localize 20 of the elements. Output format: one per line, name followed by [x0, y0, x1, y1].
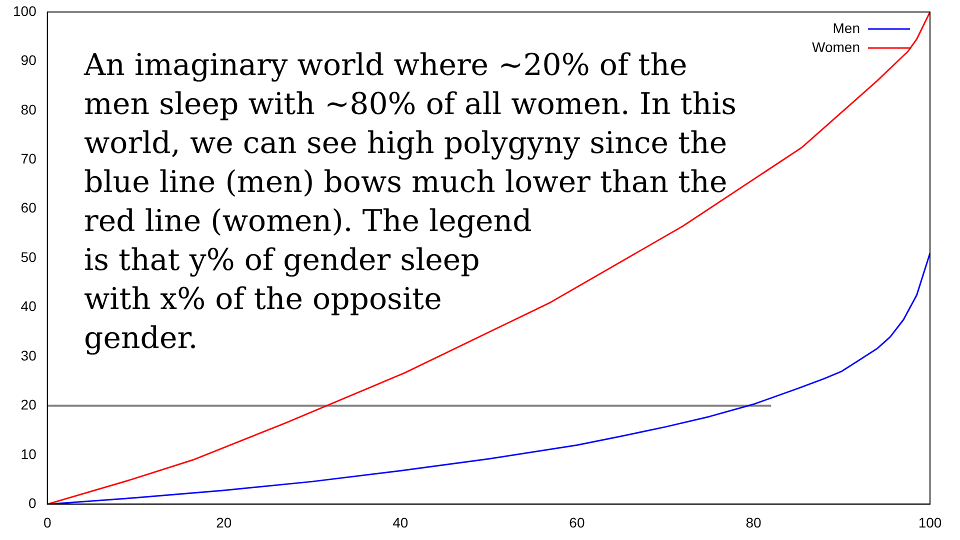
y-tick-label: 30 — [20, 347, 37, 364]
x-tick-label: 60 — [569, 514, 585, 530]
legend-label: Men — [832, 20, 860, 36]
x-tick-label: 100 — [918, 514, 942, 530]
y-tick-label: 50 — [20, 248, 37, 265]
y-tick-label: 60 — [20, 200, 37, 216]
y-tick-label: 10 — [20, 446, 37, 462]
x-tick-label: 0 — [43, 514, 52, 530]
y-tick-label: 70 — [20, 150, 37, 167]
annotation: An imaginary world where ~20% of the men sleep with ~80% of all women. In this world, we can see high polygyny since the blue line (men) bows much lower than the red line (women). The legend is that y% of gender sleep with x% of the opposite gender. — [84, 47, 738, 358]
y-tick-label: 90 — [20, 52, 37, 68]
y-tick-label: 20 — [20, 396, 37, 413]
y-tick-label: 80 — [20, 101, 37, 118]
y-tick-label: 100 — [13, 2, 37, 19]
x-tick-label: 80 — [746, 514, 762, 530]
x-tick-label: 20 — [216, 514, 232, 530]
y-tick-label: 0 — [28, 495, 37, 512]
x-tick-label: 40 — [392, 514, 408, 530]
y-tick-label: 40 — [20, 298, 37, 314]
legend-label: Women — [812, 38, 860, 55]
